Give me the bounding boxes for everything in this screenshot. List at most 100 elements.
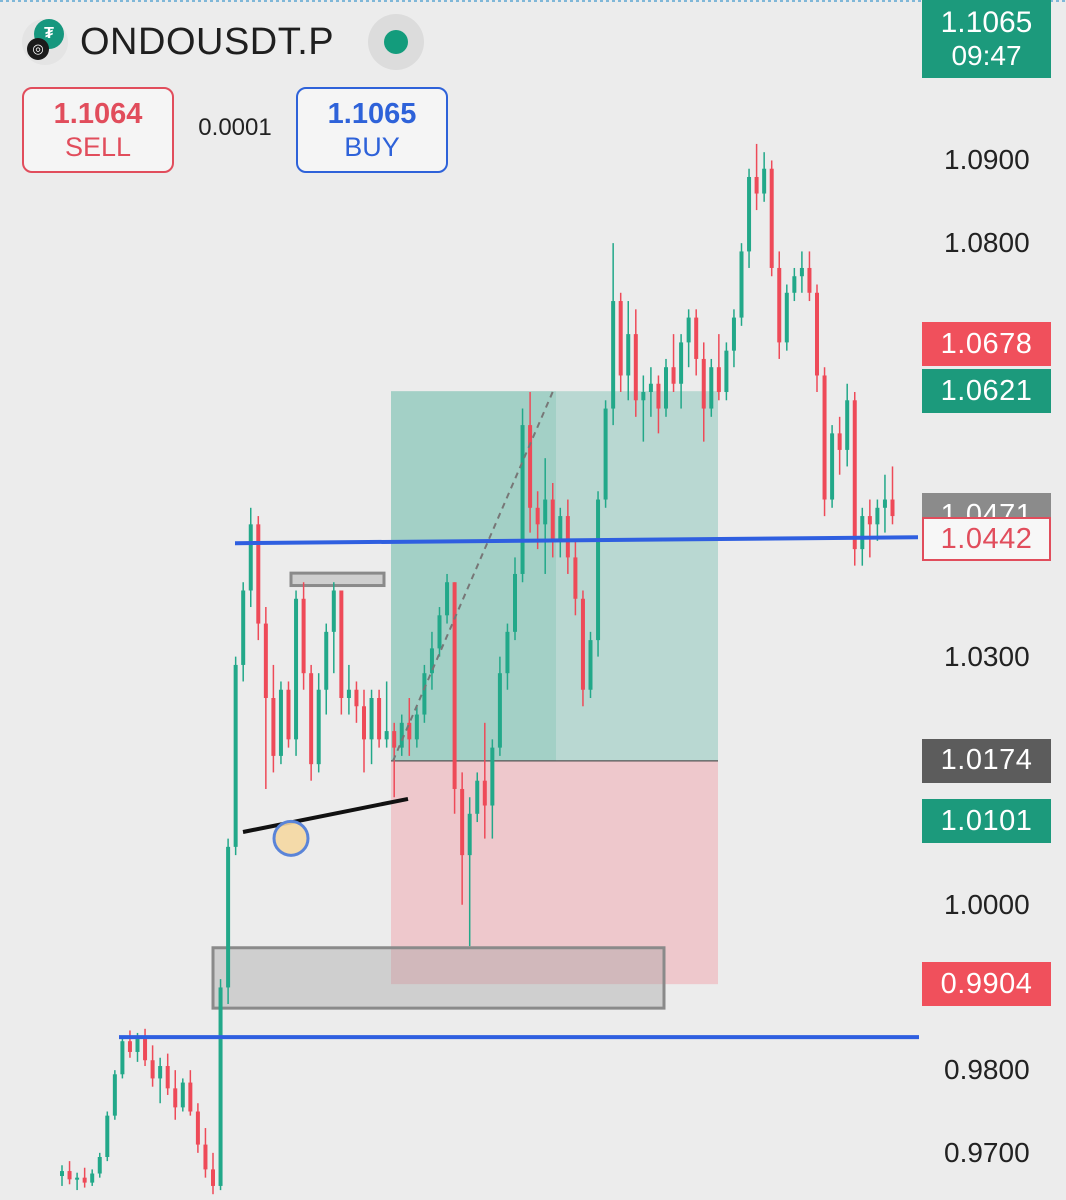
candle-body [497, 673, 502, 748]
candle [490, 739, 495, 839]
candle-body [399, 722, 404, 748]
candle [482, 722, 487, 839]
candle-body [263, 623, 268, 699]
candle [460, 772, 465, 905]
candle-body [67, 1171, 72, 1180]
candle-body [731, 317, 736, 351]
candle [867, 499, 872, 558]
candle-body [82, 1177, 87, 1183]
candle [565, 499, 570, 574]
candle [513, 557, 517, 641]
candle-body [180, 1082, 185, 1108]
drawings[interactable] [119, 390, 919, 1040]
candle-body [573, 557, 578, 599]
highlight-marker [272, 819, 310, 857]
candle [709, 358, 714, 417]
demand-zone-rectangle [211, 946, 666, 1010]
candle [611, 243, 616, 426]
candle-body [558, 516, 563, 541]
candle-body [452, 582, 457, 789]
candle-body [490, 747, 495, 806]
candle [301, 582, 306, 690]
candle [845, 383, 850, 467]
candle-body [618, 301, 623, 376]
candle [830, 425, 835, 508]
candle [429, 631, 434, 690]
candle [271, 664, 276, 773]
candle [807, 251, 812, 302]
candle [316, 673, 321, 773]
candle [648, 367, 653, 417]
candle-body [784, 292, 789, 343]
candle [754, 143, 759, 211]
candle [226, 838, 231, 1004]
candle-body [256, 524, 261, 624]
candle [694, 309, 699, 376]
candle [686, 309, 691, 368]
candle-body [218, 987, 223, 1186]
candle-body [445, 582, 450, 616]
buy-button[interactable]: 1.1065 BUY [296, 87, 448, 173]
candle-body [331, 590, 336, 632]
candle-body [407, 722, 412, 740]
candle-body [867, 516, 872, 525]
sell-button[interactable]: 1.1064 SELL [22, 87, 174, 173]
candle [679, 334, 684, 409]
candle [422, 664, 427, 723]
candle-body [535, 507, 540, 525]
candle-body [324, 631, 329, 690]
profit-zone [391, 391, 718, 761]
candle [724, 342, 729, 401]
candle-body [203, 1144, 208, 1170]
candle-body [792, 276, 797, 293]
buy-price: 1.1065 [327, 98, 417, 130]
candle-body [709, 367, 714, 409]
candle-body [105, 1115, 110, 1157]
candle [656, 375, 661, 434]
candle-body [716, 367, 721, 393]
symbol-header[interactable]: ₮ ◎ ONDOUSDT.P [22, 14, 334, 70]
candle [671, 334, 676, 393]
candle [407, 698, 412, 756]
candle [475, 772, 480, 823]
candle [701, 342, 706, 442]
candle-body [596, 499, 601, 641]
candle-body [837, 433, 842, 450]
candle [105, 1111, 110, 1162]
candle [603, 400, 608, 508]
market-status-button[interactable] [368, 14, 424, 70]
candle-body [777, 267, 782, 343]
drawn-rectangles[interactable] [211, 571, 666, 1010]
candle-body [377, 698, 382, 740]
candle [641, 375, 646, 442]
candle-body [603, 408, 608, 500]
candle [173, 1070, 178, 1120]
candle-body [392, 731, 397, 748]
candle [505, 623, 510, 690]
candle [558, 507, 563, 558]
price-badge-green: 1.0101 [922, 799, 1051, 844]
price-tick-label: 0.9800 [944, 1054, 1030, 1086]
top-dotted-border [0, 0, 1066, 2]
candle-body [90, 1173, 95, 1183]
candle-body [482, 780, 487, 806]
sell-price: 1.1064 [53, 98, 143, 130]
candle-body [799, 267, 804, 277]
candle-body [173, 1088, 178, 1108]
candle [286, 681, 291, 748]
candle [233, 656, 238, 856]
price-badge-green: 1.0621 [922, 369, 1051, 414]
candle-body [694, 317, 699, 359]
candle [309, 664, 314, 781]
candle [165, 1053, 170, 1095]
candle [890, 466, 895, 525]
candle [339, 590, 344, 715]
position-zones [391, 391, 718, 985]
candle [784, 284, 789, 351]
candle-body [150, 1060, 155, 1079]
candle-body [226, 846, 231, 988]
candle-body [127, 1041, 132, 1052]
candle [543, 458, 548, 574]
candle-body [830, 433, 835, 500]
